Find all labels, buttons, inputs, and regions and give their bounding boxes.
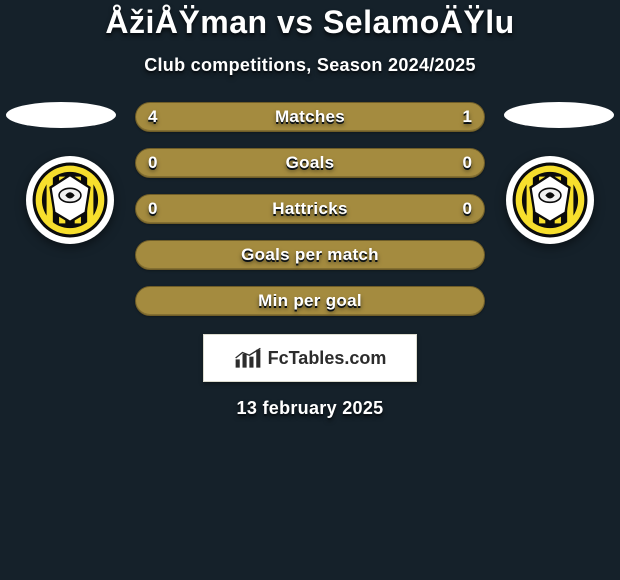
- team-crest-left: [26, 156, 114, 244]
- stat-value-right: 0: [436, 195, 482, 223]
- stat-value-left: 4: [138, 103, 184, 131]
- stat-row-goals-per-match: Goals per match: [135, 240, 485, 270]
- stat-row-goals: 0 Goals 0: [135, 148, 485, 178]
- stat-row-hattricks: 0 Hattricks 0: [135, 194, 485, 224]
- highlight-ellipse-right: [504, 102, 614, 128]
- stat-value-right: 1: [436, 103, 482, 131]
- stat-value-left: 0: [138, 149, 184, 177]
- stat-value-right: [436, 287, 482, 315]
- stat-value-left: [138, 241, 184, 269]
- datestamp: 13 february 2025: [0, 398, 620, 419]
- stat-value-right: [436, 241, 482, 269]
- stat-pills: 4 Matches 1 0 Goals 0 0 Hattricks 0 Goal…: [135, 102, 485, 316]
- stat-label: Goals: [136, 149, 484, 177]
- bar-chart-icon: [234, 347, 262, 369]
- stat-row-min-per-goal: Min per goal: [135, 286, 485, 316]
- stat-label: Goals per match: [136, 241, 484, 269]
- subtitle: Club competitions, Season 2024/2025: [0, 55, 620, 76]
- stat-label: Hattricks: [136, 195, 484, 223]
- malatya-crest-icon: [511, 161, 589, 239]
- stat-label: Matches: [136, 103, 484, 131]
- team-crest-right: [506, 156, 594, 244]
- stat-value-right: 0: [436, 149, 482, 177]
- stat-value-left: 0: [138, 195, 184, 223]
- stat-row-matches: 4 Matches 1: [135, 102, 485, 132]
- stat-value-left: [138, 287, 184, 315]
- source-logo: FcTables.com: [203, 334, 417, 382]
- malatya-crest-icon: [31, 161, 109, 239]
- highlight-ellipse-left: [6, 102, 116, 128]
- h2h-infographic: ÅžiÅŸman vs SelamoÄŸlu Club competitions…: [0, 4, 620, 580]
- content-area: 4 Matches 1 0 Goals 0 0 Hattricks 0 Goal…: [0, 102, 620, 419]
- page-title: ÅžiÅŸman vs SelamoÄŸlu: [0, 4, 620, 41]
- stat-label: Min per goal: [136, 287, 484, 315]
- source-brand: FcTables.com: [268, 348, 387, 369]
